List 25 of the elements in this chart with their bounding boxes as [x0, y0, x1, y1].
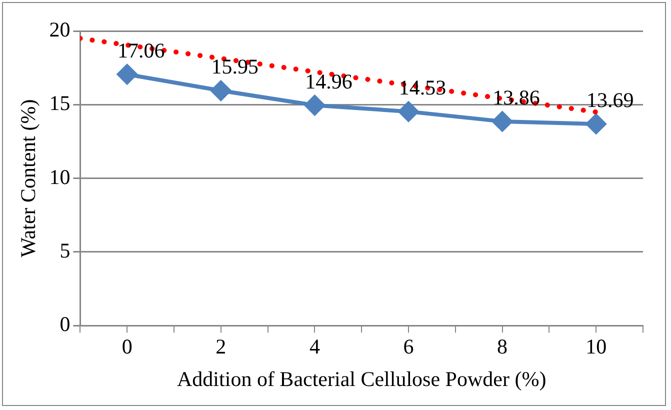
x-tick-label: 2	[216, 334, 226, 359]
x-tick-label: 4	[309, 334, 320, 359]
data-label: 14.53	[398, 76, 446, 100]
y-tick-label: 20	[49, 18, 70, 42]
x-tick-label: 0	[122, 334, 132, 359]
point	[117, 64, 138, 84]
data-label: 17.06	[117, 38, 165, 62]
point	[398, 102, 418, 122]
data-label: 15.95	[211, 54, 259, 79]
x-axis-title: Addition of Bacterial Cellulose Powder (%)	[177, 366, 546, 391]
y-tick-label: 10	[49, 164, 70, 189]
data-label: 13.86	[492, 85, 540, 110]
x-tick-label: 10	[586, 334, 607, 359]
y-axis-title: Water Content (%)	[16, 99, 40, 258]
point	[492, 111, 512, 132]
data-label: 13.69	[586, 88, 634, 112]
point	[586, 114, 606, 134]
y-tick-label: 5	[60, 238, 70, 262]
x-tick-label: 8	[497, 334, 508, 359]
x-tick-label: 6	[403, 334, 414, 359]
data-label: 14.96	[305, 69, 352, 94]
y-tick-label: 0	[60, 312, 70, 336]
point	[304, 95, 325, 116]
point	[210, 80, 231, 101]
y-tick-label: 15	[49, 91, 70, 116]
